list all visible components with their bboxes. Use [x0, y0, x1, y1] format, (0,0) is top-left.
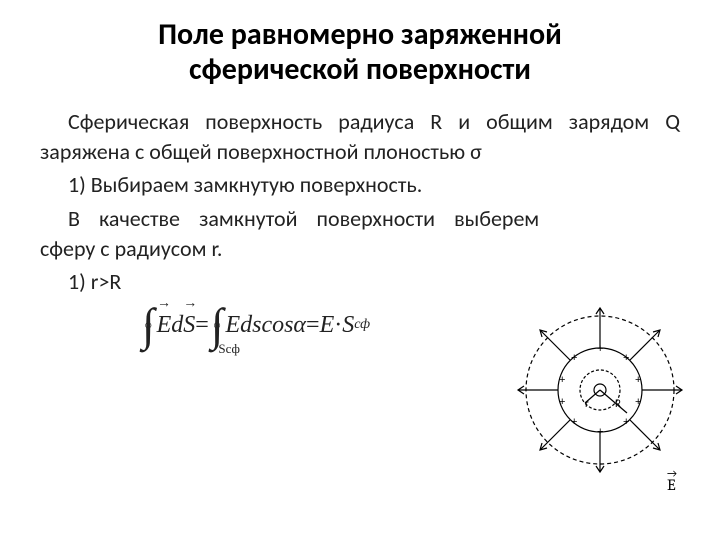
paragraph-choice: В качестве замкнутой поверхности выберем…	[40, 204, 539, 263]
paragraph-step1: 1) Выбираем замкнутую поверхность.	[40, 170, 680, 200]
svg-text:+: +	[571, 352, 577, 364]
d: d	[171, 309, 183, 341]
S-right: S	[342, 309, 354, 341]
slide: Поле равномерно заряженной сферической п…	[0, 0, 720, 540]
Eds: Eds	[225, 309, 261, 341]
paragraph-case: 1) r>R	[40, 267, 680, 297]
equals-2: =	[306, 309, 320, 341]
label-E-group: E →	[663, 467, 677, 494]
svg-text:+: +	[623, 352, 629, 364]
arrow-over-E: →	[667, 467, 677, 480]
vector-E: E	[157, 309, 172, 341]
integral-sub: Sсф	[218, 344, 240, 354]
label-R: R	[615, 397, 621, 410]
closed-integral-1: ∫○	[142, 307, 155, 344]
sphere-diagram: + + + + + + + + + +	[515, 305, 685, 495]
title-line-2: сферической поверхности	[189, 51, 531, 88]
diagram-group: + + + + + + + + + +	[518, 308, 682, 472]
label-r: r	[585, 397, 589, 410]
paragraph-intro: Сферическая поверхность радиуса R и общи…	[40, 107, 680, 166]
equals-1: =	[195, 309, 209, 341]
closed-integral-2: ∫○Sсф	[211, 307, 224, 344]
E-right: E	[320, 309, 335, 341]
svg-text:+: +	[635, 374, 641, 386]
vector-S: S	[183, 309, 195, 341]
slide-title: Поле равномерно заряженной сферической п…	[40, 18, 680, 87]
S-sub: сф	[354, 316, 370, 335]
svg-text:+: +	[635, 396, 641, 408]
cos-alpha: cosα	[261, 309, 306, 341]
svg-text:+: +	[559, 374, 565, 386]
svg-text:+: +	[571, 416, 577, 428]
svg-text:+: +	[559, 396, 565, 408]
title-line-1: Поле равномерно заряженной	[158, 16, 562, 53]
dot: ·	[334, 309, 342, 341]
svg-text:+: +	[623, 416, 629, 428]
